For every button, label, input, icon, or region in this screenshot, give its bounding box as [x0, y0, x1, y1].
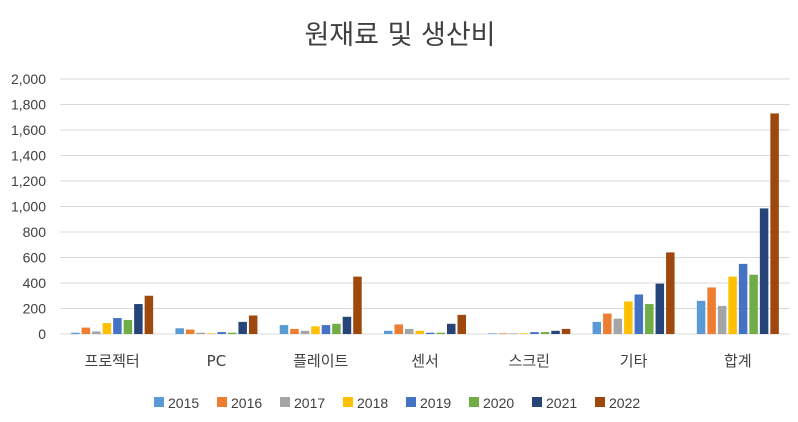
y-tick-label: 200: [23, 301, 47, 317]
bar-2022-0: [144, 295, 154, 334]
chart-title: 원재료 및 생산비: [304, 20, 495, 51]
y-tick-label: 1,200: [11, 173, 46, 189]
legend-label: 2017: [294, 395, 325, 411]
bar-2022-2: [353, 276, 362, 334]
y-tick-label: 400: [23, 275, 47, 291]
bar-2022-6: [770, 113, 779, 334]
bar-2018-0: [102, 323, 112, 334]
bar-2020-0: [123, 319, 133, 334]
legend-label: 2016: [231, 395, 262, 411]
y-tick-label: 800: [23, 224, 47, 240]
bar-2019-6: [738, 263, 748, 334]
legend-swatch: [280, 397, 290, 407]
bar-2016-3: [394, 324, 403, 334]
bar-2020-3: [436, 332, 445, 334]
bar-2020-2: [332, 323, 341, 334]
bar-2022-1: [248, 315, 258, 334]
bar-2017-4: [509, 333, 518, 334]
legend-swatch: [343, 397, 353, 407]
x-tick-label: 스크린: [509, 352, 550, 370]
bar-2017-2: [300, 330, 310, 334]
y-tick-label: 1,800: [11, 97, 46, 113]
x-tick-label: 센서: [411, 352, 439, 370]
legend-label: 2021: [546, 395, 577, 411]
y-axis-tick-labels: 0 200 400 600 800 1,000 1,200 1,400 1,600 1,800 2,…: [11, 71, 46, 342]
bar-2015-4: [488, 333, 497, 334]
x-tick-label: 플레이트: [293, 352, 348, 370]
x-tick-label: 프로젝터: [85, 352, 140, 370]
bar-2021-4: [551, 330, 560, 334]
legend-swatch: [406, 397, 416, 407]
legend-label: 2020: [483, 395, 514, 411]
bar-2015-1: [175, 328, 184, 334]
legend-label: 2019: [420, 395, 451, 411]
bar-2018-3: [415, 330, 424, 334]
bar-2018-6: [728, 276, 737, 334]
y-tick-label: 2,000: [11, 71, 46, 87]
legend-label: 2015: [168, 395, 199, 411]
bar-2016-4: [498, 333, 508, 334]
legend-swatch: [154, 397, 164, 407]
y-tick-label: 1,600: [11, 122, 46, 138]
bar-2018-5: [624, 301, 633, 334]
bars: [71, 113, 779, 334]
legend-swatch: [217, 397, 227, 407]
y-tick-label: 0: [38, 326, 46, 342]
bar-2015-5: [592, 321, 602, 334]
bar-2017-0: [92, 331, 101, 334]
grid-lines: [60, 78, 790, 335]
bar-2017-5: [613, 318, 623, 334]
bar-2021-2: [342, 316, 352, 334]
bar-2021-1: [238, 321, 247, 334]
bar-2021-5: [655, 283, 665, 334]
y-tick-label: 600: [23, 250, 47, 266]
bar-2016-1: [185, 329, 195, 334]
bar-2019-5: [634, 294, 644, 334]
x-tick-label: 기타: [620, 352, 648, 370]
bar-2015-3: [384, 330, 393, 334]
bar-2018-1: [206, 333, 216, 334]
bar-2016-2: [290, 328, 299, 334]
x-axis-tick-labels: 프로젝터 PC 플레이트 센서 스크린 기타 합계: [85, 352, 752, 370]
y-tick-label: 1,000: [11, 199, 46, 215]
bar-2019-1: [217, 332, 226, 334]
bar-2020-5: [645, 304, 654, 334]
bar-2016-5: [603, 313, 612, 334]
x-tick-label: PC: [207, 352, 227, 370]
bar-2022-5: [666, 252, 675, 334]
legend-label: 2018: [357, 395, 388, 411]
bar-2021-0: [134, 304, 143, 334]
legend: 2015 2016 2017 2018 2019 2020 2021 2022: [154, 395, 640, 411]
legend-swatch: [469, 397, 479, 407]
bar-2020-6: [749, 274, 758, 334]
bar-2017-1: [196, 332, 205, 334]
bar-2022-3: [457, 314, 466, 334]
bar-2015-0: [71, 332, 80, 334]
bar-2019-2: [321, 325, 331, 334]
y-tick-label: 1,400: [11, 148, 46, 164]
x-tick-label: 합계: [724, 352, 752, 370]
bar-2021-3: [447, 323, 456, 334]
bar-2016-0: [81, 327, 91, 334]
bar-2020-1: [227, 332, 237, 334]
bar-2019-4: [530, 332, 539, 334]
bar-2018-4: [519, 333, 529, 334]
bar-2017-3: [405, 328, 414, 334]
bar-2017-6: [717, 305, 727, 334]
bar-2015-6: [696, 300, 706, 334]
bar-2016-6: [707, 287, 716, 334]
bar-2020-4: [540, 332, 550, 334]
bar-2022-4: [561, 328, 571, 334]
legend-swatch: [595, 397, 605, 407]
legend-swatch: [532, 397, 542, 407]
bar-2019-0: [113, 318, 122, 334]
bar-2018-2: [311, 326, 320, 334]
bar-2021-6: [759, 208, 769, 334]
bar-2019-3: [426, 332, 435, 334]
legend-label: 2022: [609, 395, 640, 411]
bar-2015-2: [279, 325, 289, 334]
